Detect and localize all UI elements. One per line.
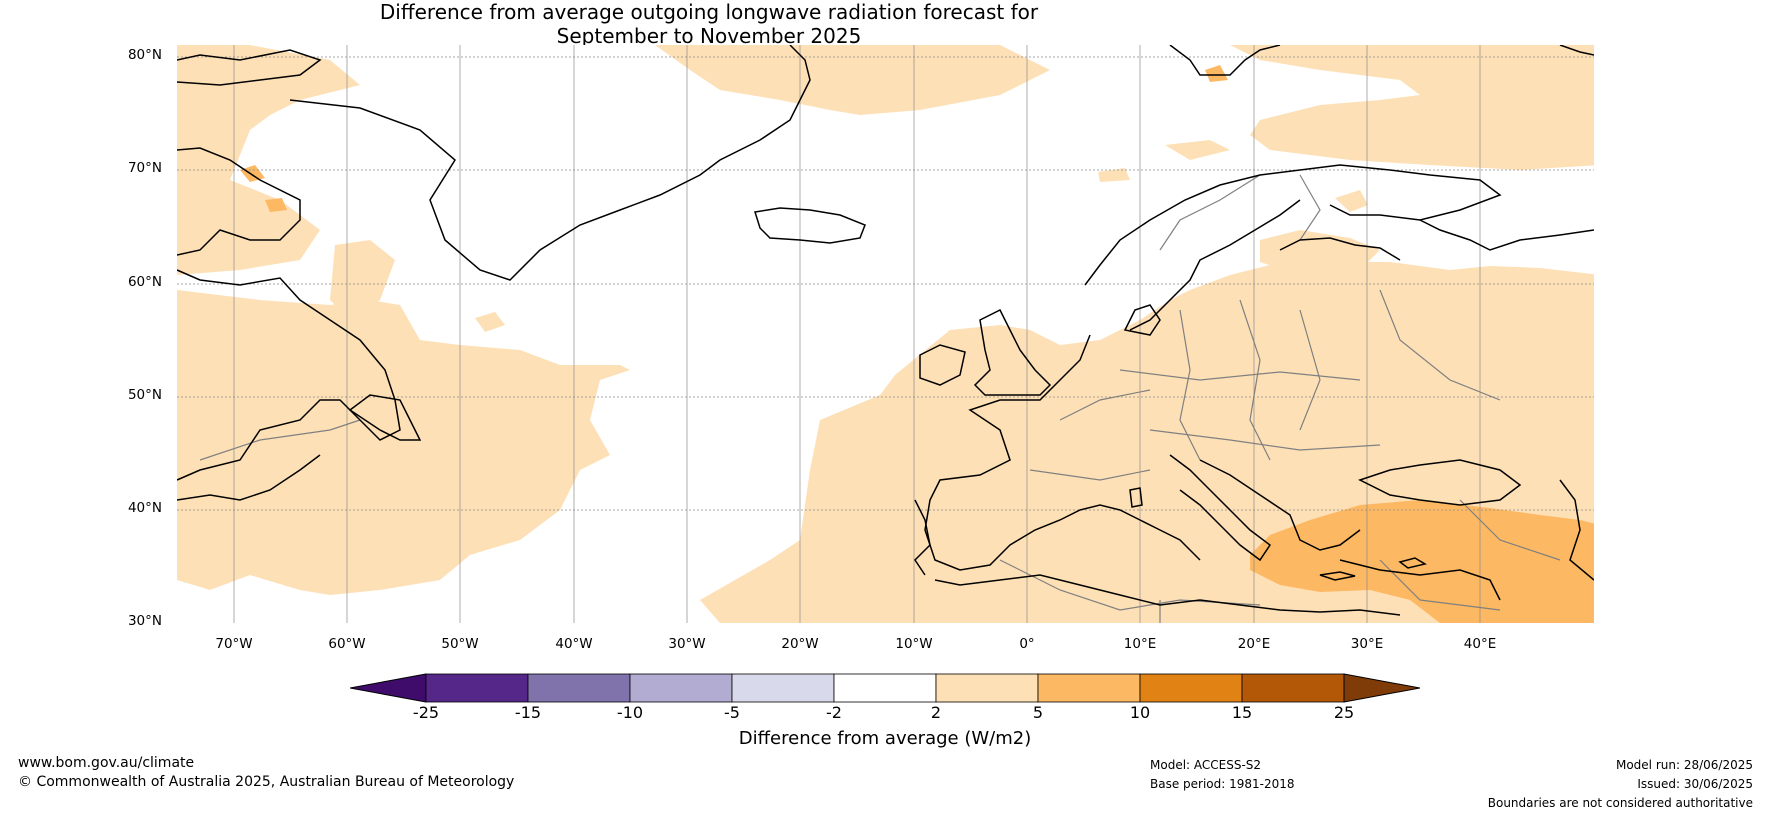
colorbar-tick-label: 25: [1333, 703, 1355, 722]
lon-label-40w: 40°W: [555, 636, 593, 652]
map-layers: [177, 45, 1594, 623]
cyprus-coastline: [1398, 557, 1427, 569]
lon-label-10e: 10°E: [1123, 636, 1157, 652]
colorbar-tick-label: -25: [412, 703, 440, 722]
sweden-coastline: [1129, 199, 1301, 331]
website-link[interactable]: www.bom.gov.au/climate: [18, 755, 195, 771]
lat-label-60n: 60°N: [127, 274, 162, 290]
title-line-2: September to November 2025: [556, 24, 862, 48]
colorbar-extend-low: [350, 673, 427, 703]
greenland-sea-positive-region: [655, 45, 1050, 115]
denmark-coastline: [1123, 304, 1161, 336]
lat-label-80n: 80°N: [127, 47, 162, 63]
graticule: [177, 45, 1594, 623]
western-atlantic-positive-region: [177, 290, 630, 595]
colorbar-segments: [350, 673, 1420, 703]
colorbar-tick-label: 2: [930, 703, 942, 722]
colorbar-tick-label: -2: [826, 703, 842, 722]
kola-white-sea-coastline: [1419, 219, 1594, 251]
model-name: Model: ACCESS-S2: [1150, 758, 1262, 772]
lon-label-70w: 70°W: [215, 636, 253, 652]
greenland-coastline: [289, 45, 811, 281]
ireland-coastline: [919, 344, 966, 386]
colorbar: [350, 673, 1420, 703]
lon-label-30w: 30°W: [668, 636, 706, 652]
mid-atlantic-small-region: [475, 312, 505, 332]
iberia-coastline: [914, 499, 931, 576]
lon-label-10w: 10°W: [895, 636, 933, 652]
baffin-island-coastline: [177, 147, 301, 256]
colorbar-segment: [731, 673, 835, 703]
svalbard-coastline: [1169, 45, 1281, 76]
colorbar-segment: [527, 673, 631, 703]
colorbar-tick-label: -10: [616, 703, 644, 722]
colorbar-tick-label: -5: [724, 703, 740, 722]
finland-small-region: [1335, 190, 1368, 212]
crete-coastline: [1319, 571, 1356, 581]
colorbar-segment: [1037, 673, 1141, 703]
canadian-arctic-small-region-1: [240, 165, 265, 182]
fennoscandia-positive-region: [1260, 230, 1380, 275]
north-africa-coastline: [934, 574, 1401, 616]
iceland-coastline: [754, 207, 866, 244]
lon-label-0: 0°: [1019, 636, 1035, 652]
issued-date: Issued: 30/06/2025: [1637, 777, 1753, 791]
copyright-notice: © Commonwealth of Australia 2025, Austra…: [18, 774, 515, 790]
lon-label-30e: 30°E: [1350, 636, 1384, 652]
lon-label-50w: 50°W: [441, 636, 479, 652]
great-britain-coastline: [973, 308, 1052, 396]
coastlines: [177, 45, 1594, 616]
base-period: Base period: 1981-2018: [1150, 777, 1295, 791]
colorbar-tick-label: 5: [1032, 703, 1044, 722]
novaya-zemlya-coastline: [1559, 45, 1594, 56]
lat-label-70n: 70°N: [127, 160, 162, 176]
caspian-coastline: [1559, 479, 1594, 581]
country-borders: [199, 174, 1561, 623]
colorbar-segment: [425, 673, 529, 703]
ellesmere-coastline: [177, 49, 322, 86]
lon-label-20w: 20°W: [781, 636, 819, 652]
labrador-coastline: [177, 269, 401, 481]
lon-label-40e: 40°E: [1463, 636, 1497, 652]
barents-sea-positive-region: [1230, 45, 1594, 170]
lon-label-20e: 20°E: [1237, 636, 1271, 652]
canadian-arctic-positive-region: [177, 45, 360, 275]
lat-label-50n: 50°N: [127, 387, 162, 403]
norwegian-sea-small-region: [1165, 140, 1230, 160]
labrador-sea-positive-region: [330, 240, 395, 320]
colorbar-tick-label: -15: [514, 703, 542, 722]
colorbar-label: Difference from average (W/m2): [738, 728, 1032, 749]
iceland-sea-small-region: [1098, 168, 1130, 182]
title-line-1: Difference from average outgoing longwav…: [379, 0, 1039, 24]
colorbar-tick-label: 15: [1231, 703, 1253, 722]
colorbar-segment: [1139, 673, 1243, 703]
lon-label-60w: 60°W: [328, 636, 366, 652]
norway-coastline: [1084, 164, 1502, 286]
colorbar-segment: [935, 673, 1039, 703]
canadian-arctic-small-region-2: [265, 198, 287, 212]
colorbar-segment: [629, 673, 733, 703]
black-sea-coastline: [1358, 459, 1522, 506]
sardinia-coastline: [1129, 487, 1143, 508]
anatolia-coastline: [1339, 559, 1501, 601]
model-run-date: Model run: 28/06/2025: [1615, 758, 1753, 772]
colorbar-segment: [833, 673, 937, 703]
lat-label-30n: 30°N: [127, 613, 162, 629]
lat-label-40n: 40°N: [127, 500, 162, 516]
colorbar-tick-label: 10: [1129, 703, 1151, 722]
italy-coastline: [1169, 454, 1272, 562]
map-title: Difference from average outgoing longwav…: [0, 0, 1418, 48]
balkans-coastline: [1199, 459, 1361, 551]
nova-scotia-coastline: [177, 454, 321, 501]
newfoundland-coastline: [348, 394, 422, 441]
forecast-map: [177, 45, 1594, 623]
boundaries-disclaimer: Boundaries are not considered authoritat…: [1487, 796, 1753, 810]
colorbar-segment: [1241, 673, 1345, 703]
western-europe-coastline: [924, 334, 1201, 571]
svalbard-small-region: [1205, 65, 1228, 82]
colorbar-extend-high: [1343, 673, 1420, 703]
finland-coastline: [1279, 237, 1401, 261]
